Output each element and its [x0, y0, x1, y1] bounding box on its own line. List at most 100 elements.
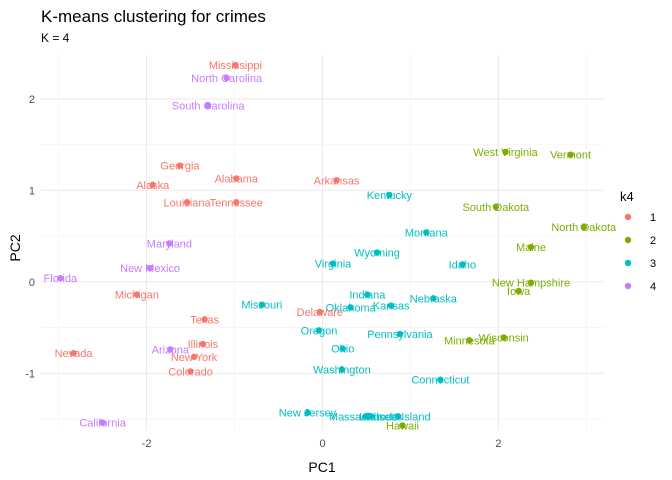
point-label: Mississippi	[209, 60, 262, 72]
data-point	[70, 349, 77, 357]
data-point	[99, 419, 106, 426]
point-label: Wyoming	[354, 248, 400, 260]
data-point	[367, 413, 375, 420]
point-label: Washington	[313, 365, 371, 377]
data-point	[316, 308, 324, 316]
data-point	[527, 279, 535, 286]
point-label: Alaska	[136, 180, 170, 192]
point-label: Virginia	[315, 259, 352, 271]
legend-label: 1	[650, 212, 656, 224]
data-point	[223, 74, 230, 82]
point-label: Hawaii	[386, 420, 419, 432]
point-label: Illinois	[188, 339, 219, 351]
chart-title: K-means clustering for crimes	[41, 7, 266, 26]
y-tick-label: 0	[29, 277, 35, 289]
point-label: Pennsylvania	[367, 329, 433, 341]
point-label: Arizona	[152, 345, 190, 357]
point-label: Kansas	[373, 301, 410, 313]
point-label: Delaware	[297, 307, 343, 319]
data-point	[339, 345, 346, 352]
point-label: Florida	[44, 273, 79, 285]
point-label: Arkansas	[314, 175, 360, 187]
legend-label: 4	[650, 281, 656, 293]
point-label: Alabama	[215, 173, 259, 185]
point-label: Nebraska	[410, 293, 458, 305]
point-label: Kentucky	[367, 190, 413, 202]
point-label: Connecticut	[411, 375, 469, 387]
data-point	[459, 261, 466, 268]
data-point	[387, 302, 395, 309]
data-point	[394, 413, 402, 420]
data-points	[57, 61, 587, 429]
data-point	[167, 346, 174, 353]
legend-key	[624, 236, 632, 244]
legend-key	[624, 259, 632, 267]
data-point	[258, 301, 266, 308]
point-label: Nevada	[55, 348, 94, 360]
data-point	[233, 199, 240, 206]
data-point	[423, 229, 430, 236]
point-label: Georgia	[160, 161, 200, 173]
x-axis-ticks: -2 0 2	[142, 438, 502, 450]
point-label: Ohio	[331, 344, 354, 356]
data-point	[201, 316, 208, 323]
data-point	[399, 422, 406, 429]
data-point	[373, 249, 381, 256]
data-point	[430, 295, 437, 302]
data-point	[146, 264, 154, 272]
data-point	[492, 203, 499, 211]
data-point	[364, 291, 371, 298]
chart-subtitle: K = 4	[41, 31, 70, 45]
x-tick-label: 0	[319, 438, 325, 450]
point-label: New Hampshire	[492, 278, 570, 290]
data-point	[502, 148, 509, 156]
data-point	[338, 366, 346, 373]
point-label: South Carolina	[172, 100, 246, 112]
point-label: Rhode Island	[366, 411, 431, 423]
legend-key	[624, 213, 632, 221]
point-label: Iowa	[507, 286, 531, 298]
point-label: Indiana	[349, 290, 386, 302]
legend-label: 2	[650, 235, 656, 247]
y-tick-label: -1	[25, 368, 35, 380]
point-label: West Virginia	[473, 147, 538, 159]
point-label: Montana	[405, 227, 449, 239]
data-point	[386, 191, 393, 199]
point-label: New York	[171, 352, 218, 364]
data-point	[304, 409, 311, 416]
legend-label: 3	[650, 258, 656, 270]
data-point	[176, 162, 184, 169]
data-point	[396, 330, 404, 338]
y-axis-ticks: -1 0 1 2	[25, 94, 35, 380]
data-point	[149, 181, 156, 189]
point-label: New Mexico	[120, 263, 180, 275]
point-label: South Dakota	[462, 202, 530, 214]
data-point	[183, 199, 191, 206]
data-point	[133, 291, 141, 298]
point-label: New Jersey	[279, 408, 337, 420]
point-label: Tennessee	[210, 197, 263, 209]
y-axis-title: PC2	[7, 234, 23, 261]
data-point	[57, 274, 64, 282]
point-label: Wisconsin	[479, 333, 529, 345]
data-point	[580, 223, 587, 231]
data-point	[333, 177, 340, 184]
data-point	[166, 240, 173, 247]
data-point	[347, 304, 354, 311]
point-label: North Dakota	[551, 222, 617, 234]
point-label: California	[79, 418, 126, 430]
data-point	[187, 368, 194, 375]
legend: k4 1 2 3 4	[620, 189, 656, 293]
data-point	[190, 353, 198, 361]
point-label: Missouri	[241, 300, 282, 312]
data-point	[232, 61, 239, 69]
data-point	[466, 337, 473, 344]
point-label: Utah	[359, 411, 382, 423]
point-label: Oklahoma	[326, 302, 377, 314]
point-label: North Carolina	[191, 73, 263, 85]
data-point	[233, 175, 240, 182]
y-tick-label: 2	[29, 94, 35, 106]
data-point	[199, 340, 207, 348]
